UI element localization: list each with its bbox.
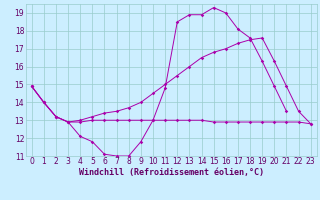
X-axis label: Windchill (Refroidissement éolien,°C): Windchill (Refroidissement éolien,°C) [79,168,264,177]
